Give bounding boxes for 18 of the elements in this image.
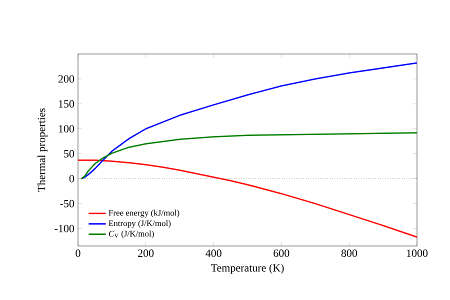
x-tick-label: 1000 [406, 250, 428, 257]
x-tick-label: 200 [138, 250, 154, 257]
y-tick-label: 150 [58, 100, 74, 108]
x-tick-label: 0 [76, 250, 80, 257]
legend-label: Entropy (J/K/mol) [108, 220, 171, 228]
x-tick-label: 400 [206, 250, 222, 257]
y-tick-label: 0 [69, 174, 74, 182]
legend-label: C$_{V}$ (J/K/mol) [108, 230, 154, 238]
y-tick-label: -100 [54, 224, 74, 232]
x-tick-label: 600 [274, 250, 290, 257]
y-tick-label: -50 [60, 200, 74, 208]
y-tick-label: 100 [58, 125, 74, 133]
legend-label: Free energy (kJ/mol) [108, 210, 180, 218]
x-axis-title: Temperature (K) [210, 264, 284, 274]
y-tick-label: 50 [64, 150, 74, 158]
y-tick-label: 200 [58, 75, 74, 83]
y-axis-title: Thermal properties [37, 108, 48, 192]
x-tick-label: 800 [341, 250, 358, 257]
